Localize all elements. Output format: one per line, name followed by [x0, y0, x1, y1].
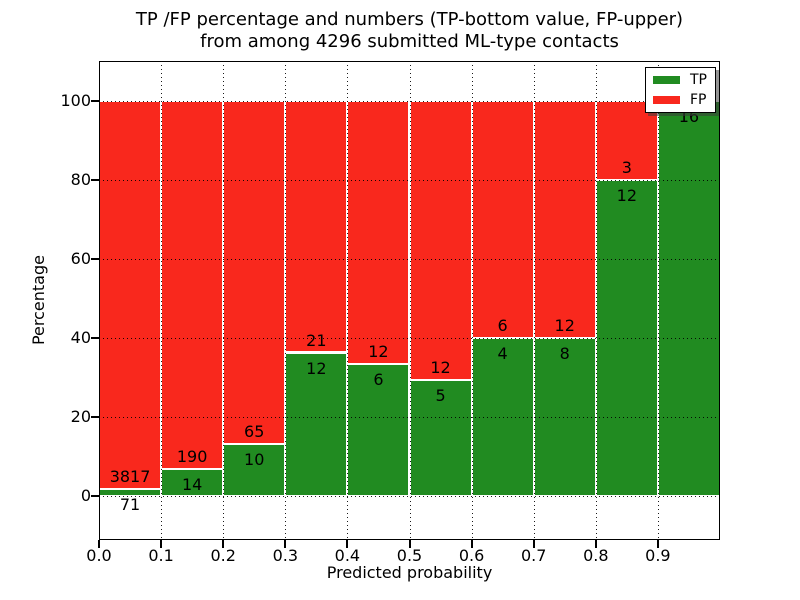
y-axis-tick [91, 416, 99, 419]
x-axis-tick-label: 0.6 [458, 546, 485, 565]
fp-bar-segment [409, 100, 472, 380]
fp-bar-segment [533, 100, 596, 339]
legend-item-tp: TP [653, 71, 708, 88]
fp-bar-segment [471, 100, 534, 339]
y-axis-tick [91, 257, 99, 260]
tp-count-label: 10 [244, 449, 265, 469]
fp-count-label: 12 [554, 316, 575, 336]
tp-bar-segment [409, 380, 472, 497]
gridline-vertical [471, 61, 473, 540]
gridline-vertical [161, 61, 163, 540]
x-axis-tick [594, 540, 597, 548]
fp-count-label: 3 [621, 157, 632, 177]
legend-item-fp: FP [653, 91, 708, 108]
fp-count-label: 65 [244, 421, 265, 441]
x-axis-tick [160, 540, 163, 548]
tp-count-label: 4 [497, 344, 508, 364]
tp-legend-swatch-icon [653, 76, 680, 84]
chart-title-line2: from among 4296 submitted ML-type contac… [200, 31, 619, 52]
y-axis-tick-label: 40 [70, 328, 91, 348]
x-axis-tick-label: 0.0 [86, 546, 112, 565]
x-axis-tick-label: 0.7 [520, 546, 547, 565]
gridline-vertical [595, 61, 597, 540]
x-axis-tick-label: 0.2 [210, 546, 236, 565]
fp-legend-label: FP [690, 91, 707, 108]
x-axis-tick-label: 0.4 [334, 546, 361, 565]
tp-bar-segment [161, 469, 224, 497]
fp-bar-segment [285, 100, 348, 353]
fp-bar-segment [347, 100, 410, 365]
y-axis-tick-label: 60 [70, 248, 91, 268]
gridline-vertical [657, 61, 659, 540]
x-axis-title: Predicted probability [326, 563, 493, 582]
y-axis-tick [91, 337, 99, 340]
x-axis-tick-label: 0.5 [396, 546, 423, 565]
gridline-vertical [409, 61, 411, 540]
tp-count-label: 5 [435, 386, 446, 406]
fp-count-label: 12 [430, 358, 451, 378]
y-axis-tick [91, 99, 99, 102]
x-axis-tick [408, 540, 411, 548]
tp-count-label: 8 [559, 344, 570, 364]
x-axis-tick [98, 540, 100, 548]
gridline-vertical [223, 61, 225, 540]
fp-count-label: 3817 [109, 467, 151, 487]
fp-bar-segment [223, 100, 286, 444]
fp-count-label: 12 [368, 342, 389, 362]
x-axis-tick [346, 540, 349, 548]
x-axis-tick [284, 540, 287, 548]
tp-bar-segment [285, 352, 348, 497]
gridline-vertical [533, 61, 535, 540]
y-axis-tick [91, 495, 99, 498]
tp-bar-segment [347, 364, 410, 497]
fp-count-label: 6 [497, 316, 508, 336]
y-axis-tick-label: 80 [70, 169, 91, 189]
legend: TP FP [645, 67, 716, 113]
tp-count-label: 12 [616, 185, 638, 205]
y-axis-tick-label: 100 [60, 90, 91, 110]
x-axis-tick-label: 0.9 [645, 546, 671, 565]
tp-count-label: 71 [119, 495, 141, 515]
chart-title: TP /FP percentage and numbers (TP-bottom… [99, 9, 720, 53]
fp-count-label: 190 [176, 447, 208, 467]
tp-legend-label: TP [690, 71, 707, 88]
fp-count-label: 21 [306, 330, 327, 350]
gridline-vertical [347, 61, 349, 540]
fp-legend-swatch-icon [653, 96, 680, 104]
y-axis-tick-label: 20 [70, 407, 91, 427]
fp-bar-segment [99, 100, 162, 490]
y-axis-title: Percentage [29, 255, 48, 346]
x-axis-tick [222, 540, 225, 548]
x-axis-tick-label: 0.3 [272, 546, 299, 565]
y-axis-tick [91, 178, 99, 181]
gridline-vertical [285, 61, 287, 540]
chart-title-line1: TP /FP percentage and numbers (TP-bottom… [135, 9, 684, 30]
fp-bar-segment [595, 100, 658, 180]
x-axis-tick [532, 540, 535, 548]
y-axis-tick-label: 0 [80, 486, 91, 506]
x-axis-tick-label: 0.1 [148, 546, 174, 565]
tp-count-label: 12 [306, 358, 327, 378]
x-axis-tick [656, 540, 659, 548]
plot-area: 381771190146510211212612564128312016 [99, 61, 720, 540]
tp-count-label: 14 [181, 475, 203, 495]
tp-count-label: 6 [373, 370, 384, 390]
x-axis-tick [470, 540, 473, 548]
fp-bar-segment [161, 100, 224, 470]
x-axis-tick-label: 0.8 [583, 546, 609, 565]
